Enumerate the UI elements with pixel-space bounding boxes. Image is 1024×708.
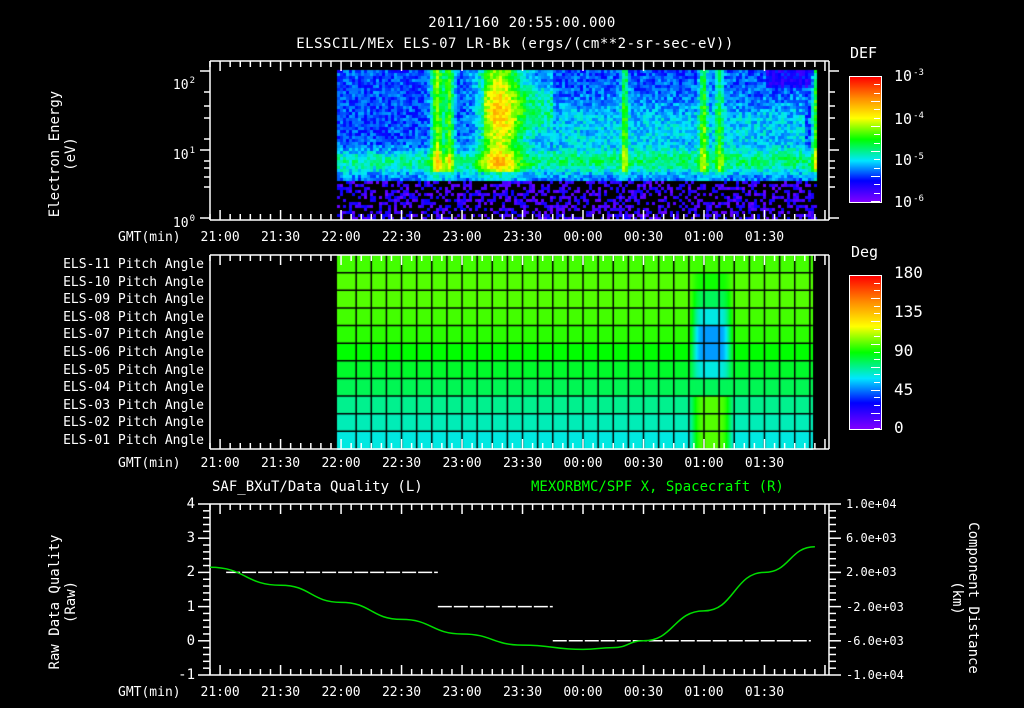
pitch-angle-canvas: [210, 255, 830, 450]
quality-axis-label: Raw Data Quality (Raw): [47, 532, 79, 672]
distance-axis-label-line1: Component Distance: [965, 522, 981, 674]
pitch-angle-plot-frame: [209, 254, 830, 450]
def-colorbar-tick-1e-5: 10-5: [894, 151, 924, 169]
time-tick-label: 23:30: [502, 456, 543, 471]
time-tick-label: 22:30: [381, 685, 422, 700]
time-tick-label: 21:30: [260, 456, 301, 471]
pitch-angle-row-label: ELS-02 Pitch Angle: [63, 415, 204, 431]
time-tick-label: 00:30: [623, 456, 664, 471]
time-tick-label: 00:00: [563, 685, 603, 700]
time-axis-label-3: GMT(min): [118, 685, 181, 700]
energy-axis-label: Electron Energy (eV): [47, 84, 79, 224]
time-tick-label: 22:30: [381, 456, 422, 471]
distance-ytick-label: -1.0e+04: [846, 668, 904, 682]
distance-ytick-label: -2.0e+03: [846, 599, 904, 614]
pitch-angle-row-label: ELS-05 Pitch Angle: [63, 362, 204, 378]
deg-colorbar-tick-90: 90: [894, 341, 914, 360]
time-tick-label: 00:00: [563, 230, 603, 245]
quality-series-title: SAF_BXuT/Data Quality (L): [212, 479, 423, 495]
distance-ytick-label: -6.0e+03: [846, 633, 904, 648]
time-tick-label: 23:00: [442, 685, 482, 700]
energy-ytick-1: 100: [172, 214, 195, 231]
def-colorbar-title: DEF: [850, 44, 878, 62]
time-tick-label: 21:30: [260, 685, 301, 700]
time-tick-label: 21:00: [200, 685, 240, 700]
energy-ytick-10: 101: [172, 146, 195, 163]
quality-ytick-label: 2: [186, 564, 195, 581]
energy-spectrogram-canvas: [210, 60, 830, 222]
energy-ytick-100: 102: [172, 76, 195, 93]
time-tick-label: 23:00: [442, 230, 482, 245]
distance-ytick-label: 2.0e+03: [846, 565, 897, 580]
time-tick-label: 00:30: [623, 230, 664, 245]
plot-timestamp: 2011/160 20:55:00.000: [428, 15, 616, 31]
pitch-angle-row-label: ELS-01 Pitch Angle: [63, 433, 204, 448]
quality-ytick-label: 3: [186, 530, 195, 547]
position-line: [209, 546, 815, 651]
time-tick-label: 21:00: [200, 230, 240, 245]
def-colorbar: [849, 76, 882, 203]
quality-ytick-label: 1: [186, 598, 195, 615]
pitch-angle-row-label: ELS-08 Pitch Angle: [63, 309, 204, 325]
time-tick-label: 23:30: [502, 230, 543, 245]
energy-axis-label-line2: (eV): [63, 137, 79, 171]
deg-colorbar-title: Deg: [851, 243, 879, 261]
deg-colorbar-ticks: [871, 275, 880, 429]
distance-ytick-label: 1.0e+04: [846, 497, 897, 511]
pitch-angle-row-label: ELS-04 Pitch Angle: [63, 380, 204, 396]
distance-ytick-label: 6.0e+03: [846, 531, 897, 546]
time-tick-label: 22:30: [381, 230, 422, 245]
def-colorbar-ticks: [871, 76, 880, 202]
time-tick-label: 22:00: [321, 230, 361, 245]
time-tick-label: 22:00: [321, 685, 361, 700]
time-tick-label: 01:00: [684, 456, 724, 471]
quality-ytick-label: 4: [186, 496, 195, 512]
pitch-angle-row-label: ELS-07 Pitch Angle: [63, 327, 204, 343]
energy-axis-label-line1: Electron Energy: [47, 90, 63, 218]
pitch-angle-row-label: ELS-10 Pitch Angle: [63, 274, 204, 290]
time-tick-label: 00:30: [623, 685, 664, 700]
quality-axis-label-line2: (Raw): [63, 580, 79, 624]
pitch-angle-row-label: ELS-11 Pitch Angle: [63, 257, 204, 272]
time-tick-label: 01:00: [684, 230, 724, 245]
deg-colorbar-tick-0: 0: [894, 418, 904, 437]
time-tick-label: 22:00: [321, 456, 361, 471]
time-tick-label: 01:30: [744, 456, 785, 471]
time-tick-label: 01:30: [744, 230, 785, 245]
time-tick-label: 01:30: [744, 685, 785, 700]
pitch-angle-row-label: ELS-09 Pitch Angle: [63, 292, 204, 308]
pitch-angle-row-label: ELS-03 Pitch Angle: [63, 397, 204, 413]
time-tick-label: 23:30: [502, 685, 543, 700]
def-colorbar-tick-1e-3: 10-3: [894, 67, 924, 85]
pitch-angle-row-label: ELS-06 Pitch Angle: [63, 345, 204, 360]
time-tick-label: 00:00: [563, 456, 603, 471]
distance-axis-label-line2: (km): [949, 581, 965, 615]
time-tick-label: 01:00: [684, 685, 724, 700]
time-tick-label: 23:00: [442, 456, 482, 471]
quality-position-plot: [198, 503, 841, 676]
plot-subtitle: ELSSCIL/MEx ELS-07 LR-Bk (ergs/(cm**2-sr…: [296, 36, 734, 52]
deg-colorbar-tick-45: 45: [894, 380, 914, 399]
deg-colorbar-tick-135: 135: [894, 302, 923, 321]
time-axis-label-1: GMT(min): [118, 230, 181, 245]
quality-axis-label-line1: Raw Data Quality: [47, 534, 63, 670]
time-tick-label: 21:00: [200, 456, 240, 471]
position-series-title: MEXORBMC/SPF X, Spacecraft (R): [531, 479, 784, 495]
quality-ytick-label: 0: [186, 632, 195, 649]
quality-ytick-label: -1: [178, 667, 195, 683]
time-axis-label-2: GMT(min): [118, 456, 181, 471]
def-colorbar-tick-1e-6: 10-6: [894, 193, 924, 211]
time-tick-label: 21:30: [260, 230, 301, 245]
energy-plot-frame: [200, 60, 839, 221]
deg-colorbar-tick-180: 180: [894, 263, 923, 282]
def-colorbar-tick-1e-4: 10-4: [894, 110, 924, 128]
distance-axis-label: Component Distance (km): [949, 513, 981, 683]
